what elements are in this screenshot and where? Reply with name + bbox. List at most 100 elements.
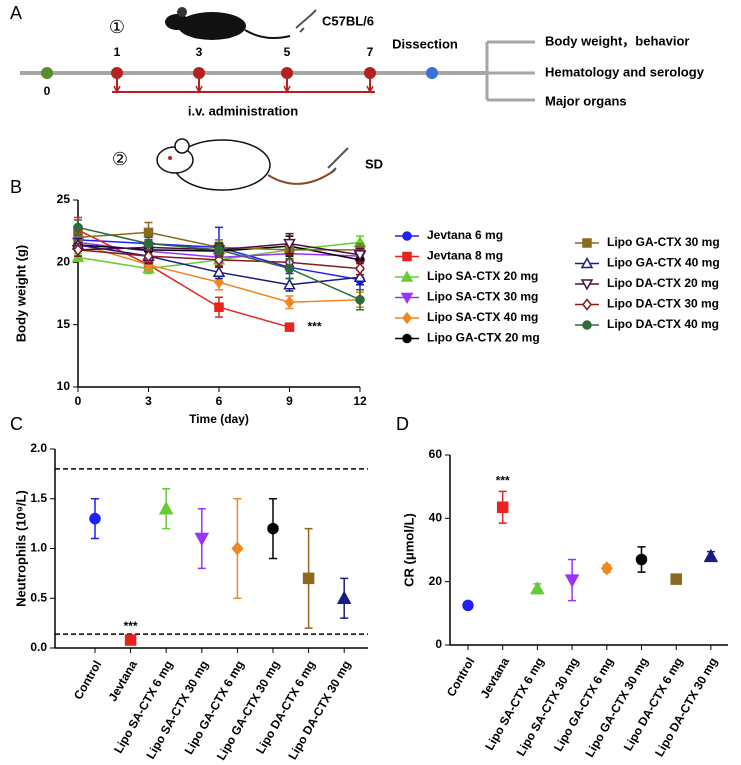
marker bbox=[530, 581, 545, 595]
group-marker: ① bbox=[109, 17, 125, 37]
marker bbox=[194, 532, 210, 547]
annotation: *** bbox=[124, 619, 138, 633]
marker bbox=[353, 270, 367, 283]
panel-label: B bbox=[10, 177, 22, 197]
legend-marker bbox=[582, 238, 592, 248]
marker bbox=[143, 238, 154, 249]
y-axis-label: Neutrophils (10⁹/L) bbox=[13, 490, 28, 607]
y-tick-label: 25 bbox=[57, 192, 71, 206]
marker bbox=[214, 245, 224, 255]
marker bbox=[89, 512, 101, 525]
marker bbox=[214, 302, 224, 312]
annotation: *** bbox=[308, 319, 322, 333]
marker bbox=[283, 278, 296, 290]
dissection-label: Dissection bbox=[392, 36, 458, 51]
y-tick-label: 60 bbox=[429, 447, 443, 461]
legend-marker bbox=[582, 298, 592, 311]
y-tick-label: 15 bbox=[57, 317, 71, 331]
y-tick-label: 1.0 bbox=[30, 541, 47, 555]
administration-bracket bbox=[112, 75, 375, 93]
y-tick-label: 2.0 bbox=[30, 441, 47, 455]
x-axis-label: Time (day) bbox=[189, 412, 249, 426]
marker bbox=[284, 263, 295, 274]
marker bbox=[124, 634, 137, 646]
legend-label: Lipo SA-CTX 40 mg bbox=[427, 310, 538, 324]
day-label: 3 bbox=[196, 45, 203, 59]
marker bbox=[336, 590, 352, 604]
x-tick-label: Lipo DA-CTX 30 mg bbox=[652, 655, 720, 759]
administration-label: i.v. administration bbox=[188, 103, 298, 118]
legend-marker bbox=[580, 256, 594, 269]
marker bbox=[214, 276, 224, 289]
dose-arrows bbox=[113, 85, 374, 94]
legend-marker bbox=[400, 270, 414, 282]
y-tick-label: 10 bbox=[57, 379, 71, 393]
y-tick-label: 40 bbox=[429, 511, 443, 525]
marker bbox=[267, 522, 279, 535]
legend-marker bbox=[402, 251, 412, 262]
day-dot bbox=[364, 67, 376, 79]
y-axis-label: CR (μmol/L) bbox=[401, 513, 416, 587]
y-axis-label: Body weight (g) bbox=[13, 245, 28, 343]
legend-marker bbox=[400, 292, 414, 305]
legend-label: Lipo GA-CTX 30 mg bbox=[607, 235, 720, 249]
timeline-diagram: A 0 1 3 5 7 i.v. administration Dissecti… bbox=[10, 3, 705, 191]
rat-icon bbox=[156, 138, 349, 191]
marker bbox=[355, 294, 365, 305]
x-tick-label: Lipo DA-CTX 30 mg bbox=[285, 658, 353, 762]
marker bbox=[284, 322, 295, 332]
day-label: 1 bbox=[114, 45, 121, 59]
day-label: 7 bbox=[367, 45, 374, 59]
outcome-label: Major organs bbox=[545, 93, 627, 108]
mouse-icon bbox=[165, 7, 317, 40]
x-tick-label: 6 bbox=[216, 394, 223, 408]
marker bbox=[283, 238, 296, 251]
day-dot bbox=[281, 67, 293, 79]
marker bbox=[73, 243, 83, 257]
marker bbox=[670, 573, 682, 585]
day-dot bbox=[193, 67, 205, 79]
x-tick-label: 12 bbox=[353, 394, 367, 408]
y-tick-label: 20 bbox=[57, 255, 71, 269]
legend-label: Lipo GA-CTX 40 mg bbox=[607, 256, 720, 270]
x-tick-label: 9 bbox=[286, 394, 293, 408]
marker bbox=[462, 599, 474, 612]
legend-label: Lipo DA-CTX 40 mg bbox=[607, 317, 719, 331]
x-tick-label: Jevtana bbox=[105, 658, 140, 704]
marker bbox=[355, 262, 365, 275]
x-tick-label: 3 bbox=[145, 394, 152, 408]
marker bbox=[353, 250, 367, 262]
legend-marker bbox=[580, 279, 594, 291]
day-dot bbox=[111, 67, 123, 79]
marker bbox=[635, 553, 648, 566]
outcome-label: Body weight，behavior bbox=[545, 33, 689, 48]
legend-label: Lipo SA-CTX 20 mg bbox=[427, 269, 538, 283]
marker bbox=[212, 265, 226, 278]
marker bbox=[284, 296, 295, 309]
marker bbox=[564, 574, 580, 588]
outcome-label: Hematology and serology bbox=[545, 64, 705, 79]
legend-label: Lipo DA-CTX 30 mg bbox=[607, 297, 719, 311]
x-tick-label: Lipo SA-CTX 30 mg bbox=[514, 655, 582, 758]
outcome-bracket bbox=[485, 40, 535, 102]
marker bbox=[73, 222, 83, 233]
marker bbox=[703, 548, 719, 563]
y-tick-label: 0.0 bbox=[30, 640, 47, 654]
strain-label: C57BL/6 bbox=[322, 13, 374, 28]
legend-label: Jevtana 8 mg bbox=[427, 249, 503, 263]
legend-label: Lipo DA-CTX 20 mg bbox=[607, 276, 719, 290]
marker bbox=[158, 501, 174, 515]
legend-marker bbox=[582, 320, 592, 330]
marker bbox=[302, 572, 315, 585]
day-label: 0 bbox=[44, 84, 51, 98]
strain-label: SD bbox=[365, 156, 383, 171]
marker bbox=[496, 501, 509, 513]
x-tick-label: Control bbox=[444, 655, 477, 699]
day-label: 5 bbox=[284, 45, 291, 59]
legend-marker bbox=[402, 333, 412, 344]
x-tick-label: Jevtana bbox=[478, 655, 513, 701]
marker bbox=[600, 561, 613, 576]
x-tick-label: 0 bbox=[75, 394, 82, 408]
x-tick-label: Control bbox=[71, 658, 104, 702]
